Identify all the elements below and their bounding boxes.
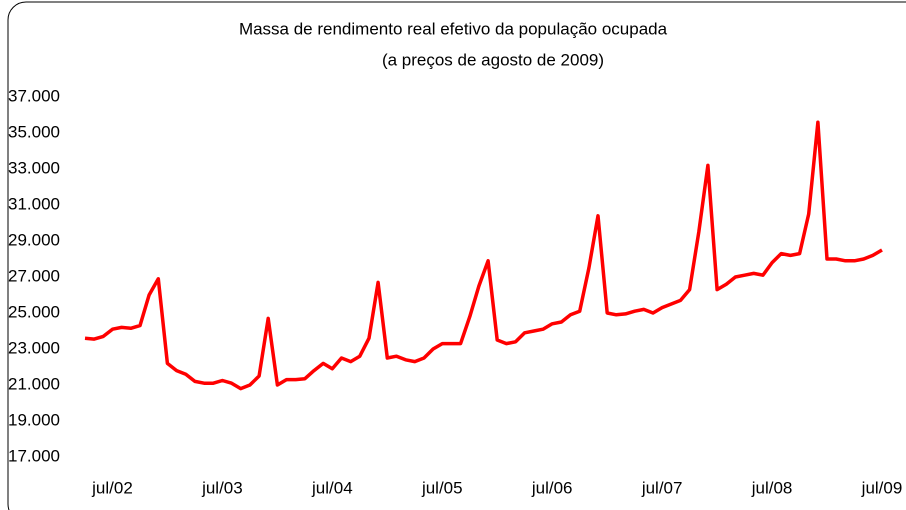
y-tick-label: 35.000 [8,122,60,141]
y-tick-label: 21.000 [8,374,60,393]
chart-title: Massa de rendimento real efetivo da popu… [239,19,668,38]
x-tick-label: jul/09 [861,478,903,497]
x-tick-label: jul/03 [201,478,243,497]
y-tick-label: 31.000 [8,194,60,213]
chart-subtitle: (a preços de agosto de 2009) [382,50,604,69]
x-tick-label: jul/07 [641,478,683,497]
x-tick-label: jul/06 [531,478,573,497]
y-tick-label: 17.000 [8,446,60,465]
x-tick-label: jul/08 [751,478,793,497]
x-tick-label: jul/02 [91,478,133,497]
data-line [84,120,883,391]
y-tick-label: 23.000 [8,338,60,357]
y-tick-label: 29.000 [8,230,60,249]
y-tick-label: 37.000 [8,86,60,105]
y-tick-label: 27.000 [8,266,60,285]
y-tick-label: 33.000 [8,158,60,177]
y-tick-label: 19.000 [8,410,60,429]
y-tick-label: 25.000 [8,302,60,321]
x-tick-label: jul/04 [311,478,353,497]
chart-frame [7,1,906,510]
x-tick-label: jul/05 [421,478,463,497]
